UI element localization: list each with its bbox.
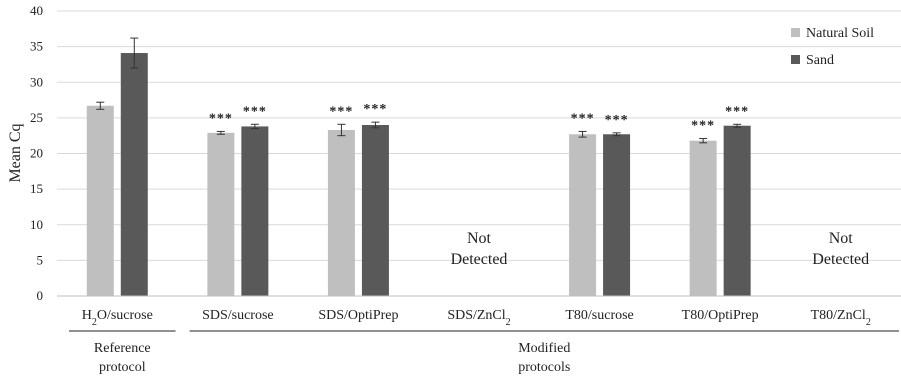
bar	[689, 140, 717, 296]
category-label: SDS/ZnCl2	[447, 308, 510, 328]
significance-label: ***	[691, 119, 715, 134]
significance-label: ***	[209, 111, 233, 126]
bar	[603, 134, 631, 296]
y-tick-label: 20	[30, 146, 43, 161]
y-tick-label: 5	[37, 252, 44, 267]
significance-label: ***	[329, 104, 353, 119]
significance-label: ***	[363, 102, 387, 117]
legend-swatch	[791, 55, 800, 64]
category-labels: H2O/sucrose SDS/sucrose SDS/OptiPrep SDS/Zn…	[82, 308, 871, 328]
bar	[86, 105, 114, 296]
error-bars	[96, 37, 742, 144]
y-tick-label: 15	[30, 181, 43, 196]
category-label: H2O/sucrose	[82, 308, 153, 328]
y-axis-label: Mean Cq	[7, 123, 24, 182]
not-detected-notes: Not Detected Not Detected	[451, 230, 870, 268]
bar	[120, 53, 148, 296]
y-axis-ticks: 0 5 10 15 20 25 30 35 40	[30, 3, 43, 303]
bar	[207, 132, 235, 296]
significance-label: ***	[571, 111, 595, 126]
not-detected-label: Detected	[451, 251, 508, 268]
y-tick-label: 0	[37, 288, 44, 303]
group-label: Modified	[518, 341, 570, 356]
not-detected-label: Detected	[812, 251, 869, 268]
significance-label: ***	[725, 104, 749, 119]
y-tick-label: 40	[30, 3, 43, 18]
legend: Natural Soil Sand	[791, 26, 874, 68]
gridlines	[57, 10, 901, 261]
group-label: protocol	[99, 360, 146, 375]
y-tick-label: 10	[30, 217, 43, 232]
bar	[327, 129, 355, 296]
bar	[361, 125, 389, 296]
legend-swatch	[791, 28, 800, 37]
category-label: T80/ZnCl2	[811, 308, 871, 328]
bars	[86, 53, 751, 297]
category-label: T80/sucrose	[565, 308, 633, 323]
y-tick-label: 35	[30, 39, 43, 54]
y-tick-label: 30	[30, 74, 43, 89]
group-label: Reference	[94, 341, 151, 356]
legend-label: Natural Soil	[806, 26, 874, 41]
bar	[723, 125, 751, 297]
not-detected-label: Not	[467, 230, 492, 247]
group-label: protocols	[518, 360, 570, 375]
category-label: T80/OptiPrep	[682, 308, 759, 323]
category-label: SDS/sucrose	[202, 308, 274, 323]
significance-markers: *** *** *** *** *** *** *** ***	[209, 102, 749, 134]
category-label: SDS/OptiPrep	[318, 308, 398, 323]
y-tick-label: 25	[30, 110, 43, 125]
not-detected-label: Not	[829, 230, 854, 247]
bar	[569, 134, 597, 296]
group-labels: Reference protocol Modified protocols	[69, 330, 899, 375]
significance-label: ***	[243, 104, 267, 119]
legend-label: Sand	[806, 53, 834, 68]
significance-label: ***	[605, 113, 629, 128]
bar	[241, 126, 269, 296]
